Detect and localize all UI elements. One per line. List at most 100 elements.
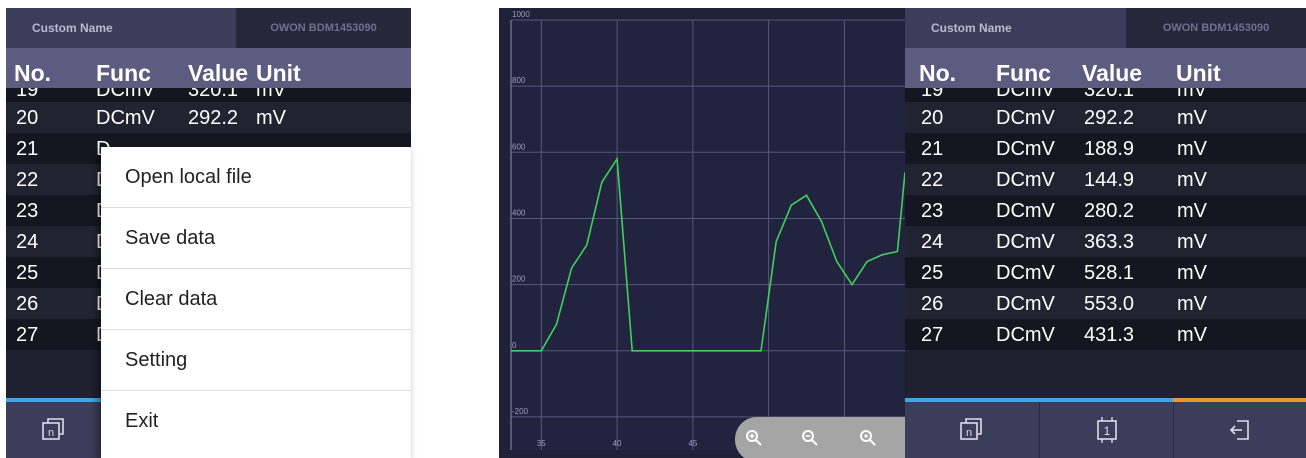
zoom-in-button[interactable]: [741, 425, 767, 451]
table-row[interactable]: 20 DCmV 292.2 mV: [905, 102, 1306, 133]
zoom-reset-icon: [859, 429, 877, 447]
row-no: 24: [921, 231, 943, 254]
column-unit: Unit: [1176, 60, 1221, 87]
row-unit: mV: [1177, 262, 1207, 285]
table-row[interactable]: 19 DCmV 320.1 mV: [905, 88, 1306, 102]
row-func: DCmV: [96, 107, 155, 130]
row-func: DCmV: [996, 88, 1055, 102]
menu-item-setting[interactable]: Setting: [101, 330, 411, 391]
row-value: 363.3: [1084, 231, 1134, 254]
table-row[interactable]: 26 DCmV 553.0 mV: [905, 288, 1306, 319]
y-tick-label: 0: [512, 341, 517, 350]
row-no: 25: [16, 262, 38, 285]
row-no: 20: [921, 107, 943, 130]
menu-item-open-local-file[interactable]: Open local file: [101, 147, 411, 208]
zoom-toolbar: [735, 417, 905, 458]
y-tick-label: 1000: [512, 10, 530, 19]
row-unit: mV: [1177, 169, 1207, 192]
single-mode-icon: 1: [1093, 416, 1121, 444]
svg-text:1: 1: [1103, 424, 1110, 438]
row-no: 27: [921, 324, 943, 347]
table-row[interactable]: 23 DCmV 280.2 mV: [905, 195, 1306, 226]
row-func: DCmV: [96, 88, 155, 102]
row-unit: mV: [1177, 138, 1207, 161]
menu-item-save-data[interactable]: Save data: [101, 208, 411, 269]
row-value: 144.9: [1084, 169, 1134, 192]
data-table[interactable]: 19 DCmV 320.1 mV 20 DCmV 292.2 mV 21 DCm…: [905, 88, 1306, 398]
row-no: 26: [16, 293, 38, 316]
row-no: 21: [16, 138, 38, 161]
row-value: 320.1: [1084, 88, 1134, 102]
column-unit: Unit: [256, 60, 301, 87]
table-row[interactable]: 25 DCmV 528.1 mV: [905, 257, 1306, 288]
row-no: 20: [16, 107, 38, 130]
context-menu: Open local file Save data Clear data Set…: [101, 147, 411, 458]
device-serial: OWON BDM1453090: [236, 8, 411, 48]
row-value: 292.2: [1084, 107, 1134, 130]
record-mode-icon: n: [41, 417, 67, 443]
svg-text:n: n: [47, 427, 53, 439]
single-mode-button[interactable]: 1: [1040, 402, 1173, 458]
y-tick-label: 800: [512, 76, 526, 85]
row-no: 22: [921, 169, 943, 192]
row-value: 528.1: [1084, 262, 1134, 285]
row-value: 431.3: [1084, 324, 1134, 347]
y-tick-label: -200: [512, 407, 529, 416]
row-unit: mV: [1177, 200, 1207, 223]
menu-item-clear-data[interactable]: Clear data: [101, 269, 411, 330]
row-no: 24: [16, 231, 38, 254]
row-no: 27: [16, 324, 38, 347]
y-tick-label: 600: [512, 142, 526, 151]
bottom-toolbar: n 1: [905, 398, 1306, 458]
device-header: Custom Name OWON BDM1453090: [905, 8, 1306, 48]
row-unit: mV: [1177, 107, 1207, 130]
right-data-panel: Custom Name OWON BDM1453090 No. Func Val…: [905, 8, 1306, 458]
table-row[interactable]: 22 DCmV 144.9 mV: [905, 164, 1306, 195]
row-unit: mV: [1177, 231, 1207, 254]
row-no: 19: [16, 88, 38, 102]
row-unit: mV: [1177, 88, 1207, 102]
record-mode-button[interactable]: n: [6, 402, 101, 458]
device-custom-name[interactable]: Custom Name: [6, 8, 113, 48]
line-chart[interactable]: -200 0 200 400 600 800 1000 35 40 45: [499, 8, 905, 458]
row-func: DCmV: [996, 324, 1055, 347]
row-value: 553.0: [1084, 293, 1134, 316]
x-tick-label: 45: [688, 439, 697, 448]
plot-area: [511, 20, 905, 450]
table-row[interactable]: 19 DCmV 320.1 mV: [6, 88, 411, 102]
column-func: Func: [996, 60, 1051, 87]
table-row[interactable]: 27 DCmV 431.3 mV: [905, 319, 1306, 350]
row-no: 26: [921, 293, 943, 316]
row-value: 292.2: [188, 107, 238, 130]
svg-text:n: n: [966, 427, 972, 439]
menu-item-exit[interactable]: Exit: [101, 391, 411, 452]
row-value: 188.9: [1084, 138, 1134, 161]
device-custom-name[interactable]: Custom Name: [905, 8, 1012, 48]
table-row[interactable]: 20 DCmV 292.2 mV: [6, 102, 411, 133]
exit-button[interactable]: [1174, 402, 1306, 458]
column-value: Value: [188, 60, 248, 87]
y-tick-label: 400: [512, 208, 526, 217]
row-no: 19: [921, 88, 943, 102]
row-unit: mV: [256, 107, 286, 130]
column-value: Value: [1082, 60, 1142, 87]
record-mode-button[interactable]: n: [905, 402, 1039, 458]
row-func: DCmV: [996, 200, 1055, 223]
table-row[interactable]: 24 DCmV 363.3 mV: [905, 226, 1306, 257]
column-no: No.: [14, 60, 51, 87]
zoom-out-button[interactable]: [797, 425, 823, 451]
table-row[interactable]: 21 DCmV 188.9 mV: [905, 133, 1306, 164]
row-no: 22: [16, 169, 38, 192]
row-func: DCmV: [996, 262, 1055, 285]
record-mode-icon: n: [959, 417, 985, 443]
column-func: Func: [96, 60, 151, 87]
column-header: No. Func Value Unit: [905, 48, 1306, 88]
row-no: 25: [921, 262, 943, 285]
chart-panel[interactable]: -200 0 200 400 600 800 1000 35 40 45: [499, 8, 905, 458]
zoom-reset-button[interactable]: [855, 425, 881, 451]
device-serial: OWON BDM1453090: [1126, 8, 1306, 48]
row-value: 320.1: [188, 88, 238, 102]
row-unit: mV: [1177, 293, 1207, 316]
column-header: No. Func Value Unit: [6, 48, 411, 88]
row-no: 23: [16, 200, 38, 223]
